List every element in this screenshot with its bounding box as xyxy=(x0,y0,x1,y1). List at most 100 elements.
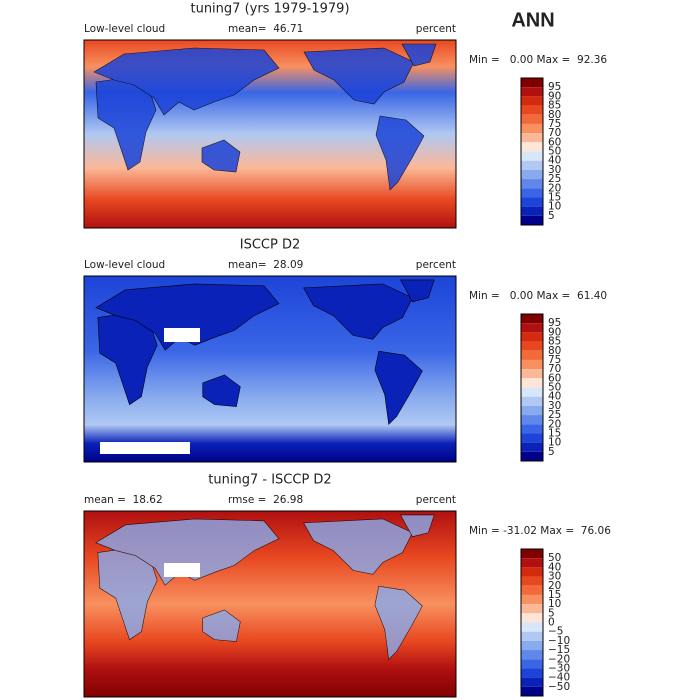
colorbar-label: 20 xyxy=(548,418,561,430)
colorbar-swatch xyxy=(521,558,543,568)
colorbar-swatch xyxy=(521,142,543,152)
colorbar-swatch xyxy=(521,585,543,595)
colorbar-label: 30 xyxy=(548,164,561,176)
colorbar-label: −5 xyxy=(548,626,563,638)
colorbar-swatch xyxy=(521,169,543,180)
missing-data xyxy=(164,328,200,342)
colorbar-swatch xyxy=(521,567,543,577)
colorbar-label: −20 xyxy=(548,653,570,665)
colorbar-swatch xyxy=(521,442,543,452)
colorbar-label: 15 xyxy=(548,589,561,601)
range-text: Min = -31.02 Max = 76.06 xyxy=(469,525,611,537)
panel-title: tuning7 - ISCCP D2 xyxy=(208,473,331,488)
colorbar-label: 10 xyxy=(548,201,561,213)
colorbar-label: 5 xyxy=(548,446,555,458)
colorbar-swatch xyxy=(521,594,543,605)
panel-header: percent xyxy=(416,23,456,35)
colorbar-swatch xyxy=(521,78,543,88)
colorbar-swatch xyxy=(521,387,543,397)
colorbar-swatch xyxy=(521,151,543,161)
colorbar-label: 40 xyxy=(548,155,561,167)
colorbar-label: −40 xyxy=(548,672,570,684)
colorbar-label: 0 xyxy=(548,617,555,629)
panel-header: Low-level cloud xyxy=(84,259,165,271)
colorbar-label: 85 xyxy=(548,336,561,348)
colorbar-swatch xyxy=(521,677,543,687)
colorbar-swatch xyxy=(521,114,543,124)
colorbar-swatch xyxy=(521,188,543,198)
colorbar-label: 60 xyxy=(548,372,561,384)
colorbar-swatch xyxy=(521,160,543,170)
colorbar-swatch xyxy=(521,96,543,106)
colorbar-label: 50 xyxy=(548,552,561,564)
colorbar-label: 20 xyxy=(548,182,561,194)
colorbar-label: 70 xyxy=(548,127,561,139)
colorbar-label: 70 xyxy=(548,363,561,375)
colorbar-swatch xyxy=(521,576,543,586)
map-panel-3 xyxy=(83,510,457,698)
colorbar-label: 30 xyxy=(548,400,561,412)
colorbar-swatch xyxy=(521,359,543,370)
panel-title: ISCCP D2 xyxy=(240,238,301,253)
colorbar-swatch xyxy=(521,613,543,623)
colorbar-label: 10 xyxy=(548,437,561,449)
colorbar-swatch xyxy=(521,314,543,324)
colorbar-label: 95 xyxy=(548,317,561,329)
colorbar-swatch xyxy=(521,424,543,434)
map-panel-1 xyxy=(83,39,457,229)
colorbar-frame xyxy=(520,313,544,462)
colorbar-swatch xyxy=(521,133,543,143)
colorbar-swatch xyxy=(521,197,543,207)
colorbar-swatch xyxy=(521,631,543,641)
colorbar-label: −50 xyxy=(548,681,570,693)
colorbar-label: 10 xyxy=(548,598,561,610)
panel-header: rmse = 26.98 xyxy=(228,494,303,506)
colorbar-swatch xyxy=(521,415,543,425)
colorbar-swatch xyxy=(521,433,543,443)
colorbar-swatch xyxy=(521,87,543,97)
figure-label: ANN xyxy=(511,9,554,31)
colorbar-swatch xyxy=(521,668,543,678)
map-panel-2 xyxy=(83,275,457,463)
colorbar-swatch xyxy=(521,659,543,669)
colorbar-swatch xyxy=(521,650,543,660)
panel-header: percent xyxy=(416,494,456,506)
colorbar-label: −30 xyxy=(548,662,570,674)
colorbar-label: 5 xyxy=(548,210,555,222)
colorbar-label: 25 xyxy=(548,173,561,185)
range-text: Min = 0.00 Max = 92.36 xyxy=(469,54,607,66)
colorbar-label: 15 xyxy=(548,191,561,203)
colorbar-label: 75 xyxy=(548,118,561,130)
colorbar-label: 50 xyxy=(548,146,561,158)
colorbar-label: 75 xyxy=(548,354,561,366)
colorbar-label: 60 xyxy=(548,136,561,148)
panel-header: percent xyxy=(416,259,456,271)
colorbar-swatch xyxy=(521,332,543,342)
colorbar-swatch xyxy=(521,350,543,360)
colorbar-label: −15 xyxy=(548,644,570,656)
colorbar-label: 40 xyxy=(548,391,561,403)
colorbar-label: 80 xyxy=(548,345,561,357)
colorbar-label: 30 xyxy=(548,571,561,583)
colorbar-swatch xyxy=(521,604,543,614)
range-text: Min = 0.00 Max = 61.40 xyxy=(469,290,607,302)
colorbar-swatch xyxy=(521,451,543,461)
colorbar-swatch xyxy=(521,123,543,134)
panel-header: mean = 18.62 xyxy=(84,494,163,506)
colorbar-label: 90 xyxy=(548,326,561,338)
missing-data xyxy=(164,563,200,577)
colorbar-swatch xyxy=(521,405,543,416)
colorbar-swatch xyxy=(521,549,543,559)
colorbar-label: 25 xyxy=(548,409,561,421)
colorbar-label: −10 xyxy=(548,635,570,647)
colorbar-label: 40 xyxy=(548,561,561,573)
colorbar-label: 95 xyxy=(548,81,561,93)
colorbar-swatch xyxy=(521,341,543,351)
colorbar-frame xyxy=(520,548,544,697)
colorbar-swatch xyxy=(521,323,543,333)
panel-header: mean= 46.71 xyxy=(228,23,303,35)
colorbar-frame xyxy=(520,77,544,226)
colorbar-swatch xyxy=(521,378,543,388)
colorbar-swatch xyxy=(521,206,543,216)
